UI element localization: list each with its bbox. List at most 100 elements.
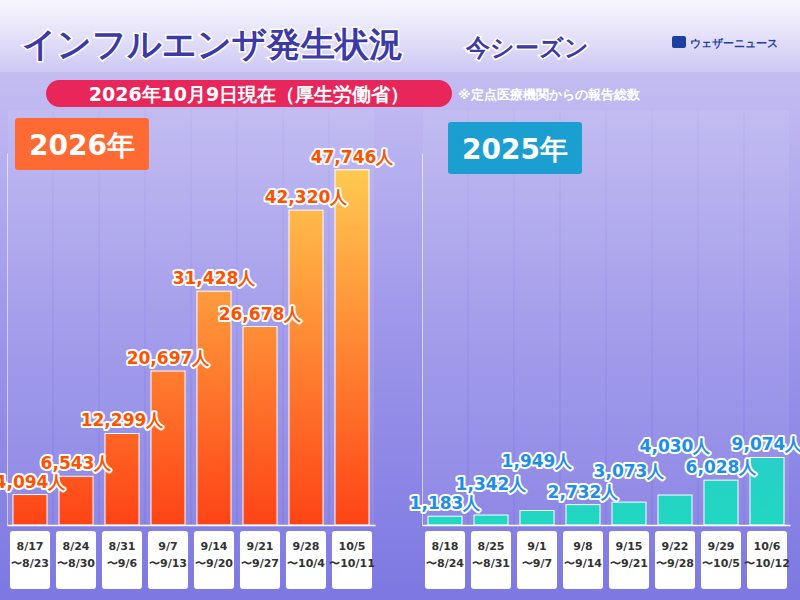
season: 今シーズン [465, 34, 589, 62]
x-tick-label: 9/1〜9/7 [522, 540, 552, 570]
data-label: 9,074人 [732, 434, 800, 454]
bar [428, 516, 462, 525]
data-label: 1,342人 [456, 474, 528, 494]
data-label: 1,949人 [502, 451, 574, 471]
data-label: 4,030人 [640, 436, 712, 456]
x-tick-label: 9/7〜9/13 [149, 540, 187, 570]
panel-title-box [15, 118, 149, 170]
x-tick-label: 10/5〜10/11 [329, 540, 375, 570]
data-label: 20,697人 [127, 348, 211, 368]
date-pill [46, 80, 452, 107]
panel-title: 2025年 [448, 122, 582, 174]
data-label: 42,320人 [265, 187, 349, 207]
x-tick-box [148, 531, 188, 589]
y-axis [7, 154, 8, 526]
x-tick: 8/31〜9/6 [102, 525, 142, 589]
x-tick-label: 8/24〜8/30 [57, 540, 95, 570]
bars [13, 170, 369, 525]
bar [289, 210, 323, 525]
y-axis-line [7, 154, 8, 526]
x-axis: 8/17〜8/23 8/24〜8/30 8/31〜9/6 9/7〜9/13 9/14〜9… [8, 525, 376, 589]
data-label: 6,028人 [686, 457, 758, 477]
x-tick: 9/15〜9/21 [609, 525, 649, 589]
bar [13, 495, 47, 525]
bar [105, 433, 139, 525]
x-tick-label: 9/21〜9/27 [241, 540, 279, 570]
data-label: 47,746人 [311, 147, 395, 167]
bar [658, 495, 692, 525]
x-tick: 9/8〜9/14 [563, 525, 603, 589]
x-tick-box [471, 531, 511, 589]
data-label: 6,543人 [41, 453, 113, 473]
x-tick-label: 9/15〜9/21 [610, 540, 648, 570]
data-label: 26,678人 [219, 304, 303, 324]
data-labels: 1,183人1,342人 1,949人 2,732人3,073人 4,030人6,02… [410, 434, 800, 513]
chart-root: インフルエンザ発生状況今シーズンウェザーニュース2026年10月9日現在（厚生労… [0, 0, 800, 600]
bar [704, 480, 738, 525]
x-tick-box [102, 531, 142, 589]
x-tick-box [10, 531, 50, 589]
bar [197, 291, 231, 525]
panel-title: 2026年 [15, 118, 149, 170]
bar [243, 327, 277, 525]
x-tick-box [240, 531, 280, 589]
x-tick: 8/24〜8/30 [56, 525, 96, 589]
x-axis: 8/18〜8/24 8/25〜8/31 9/1〜9/7 9/8〜9/14 9/15〜9/… [423, 525, 791, 589]
x-tick-box [194, 531, 234, 589]
x-tick-label: 9/29〜10/5 [702, 540, 740, 570]
data-label: 12,299人 [81, 410, 165, 430]
panel: 2025年 8/18〜8/24 8/25〜8/31 9/1〜9/7 9/8〜9/14 9/… [410, 110, 800, 589]
x-tick: 9/29〜10/5 [701, 525, 741, 589]
x-tick-box [56, 531, 96, 589]
bars [428, 457, 784, 525]
x-tick-box [655, 531, 695, 589]
x-tick: 10/6〜10/12 [744, 525, 790, 589]
column-bg [146, 110, 190, 525]
background [0, 0, 800, 600]
bar [612, 502, 646, 525]
x-tick-label: 9/14〜9/20 [195, 540, 233, 570]
x-tick: 9/7〜9/13 [148, 525, 188, 589]
x-tick: 9/22〜9/28 [655, 525, 695, 589]
x-tick-label: 9/8〜9/14 [564, 540, 602, 570]
data-label: 1,183人 [410, 493, 482, 513]
column-bg [330, 110, 374, 525]
x-tick-label: 8/25〜8/31 [472, 540, 510, 570]
x-tick: 8/18〜8/24 [425, 525, 465, 589]
bar [566, 505, 600, 525]
data-label: 2,732人 [548, 482, 620, 502]
x-tick-box [286, 531, 326, 589]
x-tick-box [701, 531, 741, 589]
data-labels: 4,094人6,543人12,299人20,697人31,428人26,678人… [0, 147, 394, 492]
x-tick: 8/17〜8/23 [10, 525, 50, 589]
header-band [0, 0, 800, 72]
x-tick: 8/25〜8/31 [471, 525, 511, 589]
x-tick: 9/21〜9/27 [240, 525, 280, 589]
panel-title-text: 2026年 [29, 129, 135, 162]
title: インフルエンザ発生状況 [22, 24, 403, 64]
bar [151, 371, 185, 525]
data-label: 3,073人 [594, 461, 666, 481]
x-tick: 9/28〜10/4 [286, 525, 326, 589]
x-tick: 9/1〜9/7 [517, 525, 557, 589]
x-axis-line [8, 525, 376, 527]
x-tick-label: 8/17〜8/23 [11, 540, 49, 570]
x-tick-label: 8/31〜9/6 [107, 540, 138, 570]
x-tick: 9/14〜9/20 [194, 525, 234, 589]
bar [520, 510, 554, 525]
x-tick-label: 9/22〜9/28 [656, 540, 694, 570]
bar [335, 170, 369, 525]
x-tick-box [517, 531, 557, 589]
data-label: 4,094人 [0, 472, 66, 492]
x-tick-label: 8/18〜8/24 [426, 540, 464, 570]
brand-logo [672, 36, 686, 48]
x-axis-line [423, 525, 791, 527]
x-tick-label: 9/28〜10/4 [287, 540, 325, 570]
panel-title-box [448, 122, 582, 174]
x-tick-box [425, 531, 465, 589]
x-tick: 10/5〜10/11 [329, 525, 375, 589]
brand: ウェザーニュース [690, 37, 778, 50]
bar [474, 515, 508, 525]
y-axis-line [422, 154, 423, 526]
x-tick-label: 10/6〜10/12 [744, 540, 790, 570]
